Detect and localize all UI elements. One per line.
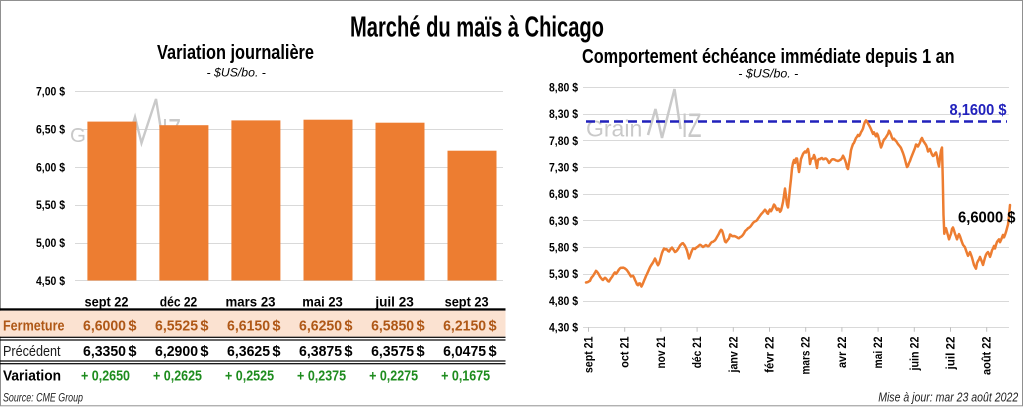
svg-text:mai 23: mai 23 xyxy=(302,294,343,310)
svg-text:$: $ xyxy=(344,344,352,360)
svg-text:$: $ xyxy=(416,344,424,360)
svg-text:juil 22: juil 22 xyxy=(944,336,958,370)
svg-text:$: $ xyxy=(272,344,280,360)
svg-text:4,50 $: 4,50 $ xyxy=(36,274,65,288)
svg-text:nov 21: nov 21 xyxy=(654,336,668,368)
svg-text:6,80 $: 6,80 $ xyxy=(549,187,578,201)
svg-text:Fermeture: Fermeture xyxy=(3,318,65,334)
svg-text:+ 0,2625: + 0,2625 xyxy=(153,368,202,384)
svg-text:7,80 $: 7,80 $ xyxy=(549,134,578,148)
svg-text:+ 0,2650: + 0,2650 xyxy=(81,368,130,384)
svg-text:$: $ xyxy=(200,318,208,334)
svg-text:avr 22: avr 22 xyxy=(835,336,849,368)
svg-text:sept 21: sept 21 xyxy=(582,336,596,373)
svg-text:6,0475: 6,0475 xyxy=(443,344,486,360)
svg-text:$: $ xyxy=(128,344,136,360)
svg-text:5,50 $: 5,50 $ xyxy=(36,198,65,212)
svg-text:juin 22: juin 22 xyxy=(907,336,921,371)
svg-text:4,80 $: 4,80 $ xyxy=(549,294,578,308)
svg-text:- $US/bo. -: - $US/bo. - xyxy=(738,66,798,80)
svg-text:6,50 $: 6,50 $ xyxy=(36,122,65,136)
svg-text:6,3875: 6,3875 xyxy=(299,344,342,360)
svg-text:5,30 $: 5,30 $ xyxy=(549,267,578,281)
svg-text:7,30 $: 7,30 $ xyxy=(549,160,578,174)
svg-text:sept 23: sept 23 xyxy=(445,294,489,310)
svg-text:juil 23: juil 23 xyxy=(374,294,414,310)
svg-text:Variation journalière: Variation journalière xyxy=(157,40,314,63)
svg-text:mars 23: mars 23 xyxy=(226,294,276,310)
svg-text:- $US/bo. -: - $US/bo. - xyxy=(207,65,266,79)
svg-text:Grain: Grain xyxy=(586,116,642,142)
svg-text:Précédent: Précédent xyxy=(3,344,61,360)
svg-text:6,2150: 6,2150 xyxy=(443,318,486,334)
svg-text:déc 22: déc 22 xyxy=(160,294,198,310)
svg-text:7,00 $: 7,00 $ xyxy=(36,85,65,99)
svg-text:sept 22: sept 22 xyxy=(85,294,129,310)
svg-text:+ 0,2275: + 0,2275 xyxy=(369,368,418,384)
svg-text:Mise à jour: mar 23 août 2022: Mise à jour: mar 23 août 2022 xyxy=(878,390,1019,405)
svg-text:6,3625: 6,3625 xyxy=(227,344,270,360)
svg-text:mai 22: mai 22 xyxy=(871,336,885,368)
svg-text:Marché du maïs à Chicago: Marché du maïs à Chicago xyxy=(350,12,604,43)
svg-text:+ 0,2375: + 0,2375 xyxy=(297,368,346,384)
svg-text:5,80 $: 5,80 $ xyxy=(549,240,578,254)
svg-text:6,2900: 6,2900 xyxy=(155,344,198,360)
svg-text:+ 0,1675: + 0,1675 xyxy=(441,368,490,384)
svg-text:6,3575: 6,3575 xyxy=(371,344,414,360)
svg-text:8,1600 $: 8,1600 $ xyxy=(950,102,1007,119)
svg-text:6,5850: 6,5850 xyxy=(371,318,414,334)
svg-text:Comportement échéance immédiat: Comportement échéance immédiate depuis 1… xyxy=(582,44,955,67)
svg-text:$: $ xyxy=(128,318,136,334)
svg-text:6,6150: 6,6150 xyxy=(227,318,270,334)
svg-text:6,6000 $: 6,6000 $ xyxy=(958,210,1016,227)
svg-text:$: $ xyxy=(272,318,280,334)
svg-text:févr 22: févr 22 xyxy=(763,336,777,372)
svg-text:6,00 $: 6,00 $ xyxy=(36,160,65,174)
svg-text:$: $ xyxy=(488,318,496,334)
svg-text:déc 21: déc 21 xyxy=(690,336,704,368)
svg-text:$: $ xyxy=(200,344,208,360)
svg-text:6,3350: 6,3350 xyxy=(83,344,126,360)
svg-text:8,30 $: 8,30 $ xyxy=(549,107,578,121)
svg-text:6,30 $: 6,30 $ xyxy=(549,214,578,228)
svg-text:IZ: IZ xyxy=(682,107,702,145)
svg-text:4,30 $: 4,30 $ xyxy=(549,321,578,335)
svg-text:janv 22: janv 22 xyxy=(726,336,740,373)
svg-text:oct 21: oct 21 xyxy=(618,336,632,367)
svg-text:mars 22: mars 22 xyxy=(799,336,813,374)
svg-text:$: $ xyxy=(488,344,496,360)
svg-text:6,6250: 6,6250 xyxy=(299,318,342,334)
svg-text:Variation: Variation xyxy=(3,368,61,384)
svg-text:Source: CME Group: Source: CME Group xyxy=(3,393,83,405)
svg-text:août 22: août 22 xyxy=(980,336,994,375)
svg-text:8,80 $: 8,80 $ xyxy=(549,80,578,94)
svg-text:6,5525: 6,5525 xyxy=(155,318,198,334)
svg-text:$: $ xyxy=(344,318,352,334)
svg-text:$: $ xyxy=(416,318,424,334)
svg-text:5,00 $: 5,00 $ xyxy=(36,236,65,250)
svg-text:6,6000: 6,6000 xyxy=(83,318,126,334)
svg-text:+ 0,2525: + 0,2525 xyxy=(225,368,274,384)
